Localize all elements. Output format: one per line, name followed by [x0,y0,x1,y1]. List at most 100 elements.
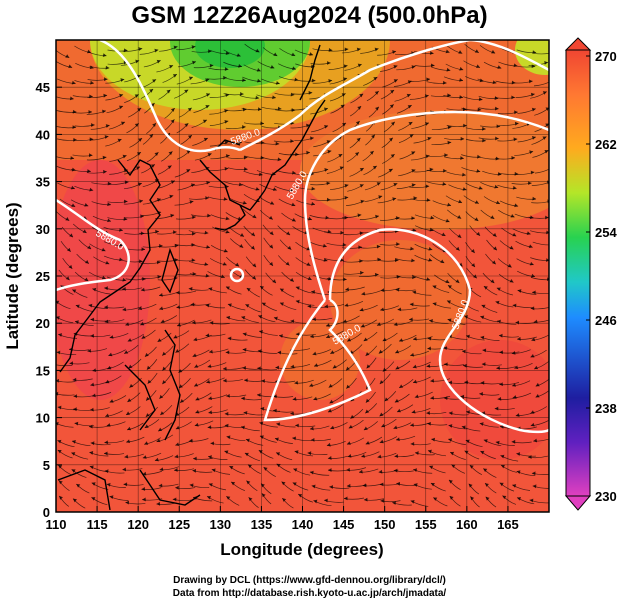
streamline-arrow [279,288,284,293]
contour-5880 [56,40,549,434]
streamline-arrow [257,78,261,83]
streamline-arrow [343,77,348,82]
chart-title: GSM 12Z26Aug2024 (500.0hPa) [131,2,488,29]
streamline-arrow [82,229,87,233]
streamline-arrow [427,346,431,351]
streamline-arrow [293,468,298,472]
streamline-arrow [396,481,401,486]
streamline-arrow [311,78,316,83]
streamline-arrow [238,140,243,145]
streamline-arrow [69,233,74,238]
streamline-arrow [89,465,94,470]
streamline-arrow [326,181,331,186]
colorbar-tick-label: 270 [595,49,617,64]
streamline-arrow [346,467,351,472]
streamline-arrow [178,368,183,373]
streamline-arrow [361,454,366,458]
streamline-arrow [310,136,314,141]
streamline-arrow [378,469,383,474]
streamline-arrow [531,471,536,476]
streamline-arrow [379,412,384,417]
streamline-arrow [499,482,504,487]
streamline-arrow [204,262,209,267]
streamline-arrow [176,290,180,295]
streamline-arrow [447,318,452,323]
streamline-arrow [246,287,251,292]
streamline-arrow [306,262,311,266]
streamline-arrow [490,279,495,284]
streamline-arrow [327,61,331,65]
streamline-arrow [69,361,74,366]
streamline-arrow [428,246,433,251]
streamline-arrow [167,165,172,170]
streamline-arrow [474,49,479,53]
streamline-arrow [169,64,174,69]
streamline-arrow [460,156,464,160]
streamline-arrow [375,106,379,111]
streamline-arrow [68,64,73,69]
streamline-arrow [292,436,297,441]
streamline-arrow [291,52,296,57]
streamline-arrow [427,449,432,454]
streamline-arrow [394,398,399,403]
streamline-arrow [376,244,381,249]
streamline-arrow [184,89,189,94]
streamline-arrow [478,186,483,190]
streamline-arrow [529,261,534,266]
streamline-arrow [481,304,486,309]
streamline-arrow [447,140,452,145]
streamline-arrow [511,350,516,355]
streamline-arrow [58,465,63,469]
streamline-arrow [272,95,276,100]
streamline-arrow [411,409,416,414]
streamline-arrow [224,166,229,171]
streamline-arrow [483,468,488,473]
streamline-arrow [91,393,96,398]
streamline-arrow [346,441,351,445]
streamline-arrow [513,137,518,142]
streamline-arrow [244,378,248,383]
streamline-arrow [512,303,517,308]
streamline-arrow [189,483,194,488]
streamline-arrow [255,186,260,191]
streamline-arrow [138,306,143,311]
streamline-arrow [245,304,250,308]
streamline-arrow [399,384,404,388]
streamline-arrow [105,379,110,384]
streamline-arrow [207,495,212,500]
streamline-arrow [497,319,501,324]
streamline-arrow [426,411,430,415]
streamline-arrow [144,441,149,445]
streamline-arrow [514,203,519,208]
streamline-arrow [545,215,549,220]
streamline-arrow [363,497,368,502]
streamline-arrow [137,182,142,187]
streamline-arrow [174,468,178,472]
streamline-arrow [103,169,107,174]
streamline-arrow [142,276,146,281]
streamline-arrow [356,137,361,142]
streamline-arrow [191,45,196,49]
y-axis-ticks: 0 5 10 15 20 25 30 35 40 45 [36,80,62,520]
y-tick-label: 20 [36,316,50,331]
streamline-arrow [310,334,314,339]
streamline-arrow [306,246,311,251]
streamline-arrow [272,279,277,284]
streamline-arrow [510,214,515,218]
streamline-arrow [156,501,161,506]
streamline-arrow [273,52,278,56]
streamline-arrow [109,335,114,339]
streamline-arrow [495,200,500,205]
streamline-arrow [260,121,264,126]
streamline-arrow [69,96,74,101]
streamline-arrow [107,181,112,186]
colorbar-tick-label: 230 [595,489,617,504]
streamline-arrow [359,231,364,236]
streamline-arrow [474,217,479,221]
x-tick-label: 155 [415,517,437,532]
streamline-arrow [409,302,414,307]
streamline-arrow [396,437,400,442]
x-tick-label: 160 [456,517,478,532]
streamline-arrow [144,352,149,357]
streamline-arrow [208,49,212,54]
